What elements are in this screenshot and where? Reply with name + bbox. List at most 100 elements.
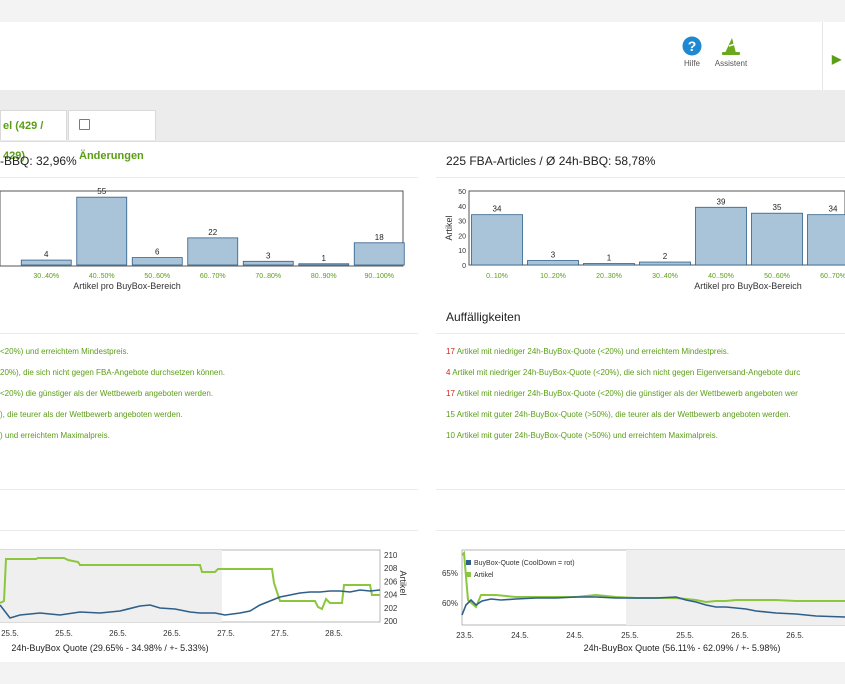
y2-tick-label: 202	[384, 604, 398, 613]
x-tick-label: 70..80%	[255, 273, 281, 280]
x-tick-label: 30..40%	[33, 273, 59, 280]
tab-changes-label: Änderungen	[79, 150, 144, 162]
right-line-legend[interactable]: BuyBox-Quote (CoolDown = rot) Artikel	[466, 560, 575, 579]
edit-icon	[79, 119, 90, 130]
x-tick-label: 25.5.	[1, 629, 19, 638]
left-panel-title: -BBQ: 32,96%	[0, 154, 77, 168]
bar-0..10%[interactable]	[471, 214, 523, 266]
x-tick-label: 10..20%	[540, 273, 566, 280]
left-line-y2-label: Artikel	[398, 570, 408, 595]
issue-count: 17	[446, 389, 455, 398]
left-line-buybox	[0, 589, 381, 619]
bar-value-label: 35	[773, 203, 782, 212]
x-tick-label: 26.5.	[731, 631, 749, 640]
bar-60..70%[interactable]	[187, 237, 239, 266]
tab-changes[interactable]: Änderungen	[68, 110, 156, 162]
issue-text: Artikel mit niedriger 24h-BuyBox-Quote (…	[450, 368, 801, 377]
wizard-hat-icon	[722, 38, 740, 55]
y-tick-label: 50	[458, 189, 466, 196]
bar-value-label: 1	[607, 254, 612, 263]
bar-value-label: 34	[493, 205, 502, 214]
bar-30..40%[interactable]	[20, 259, 72, 266]
y-tick-label: 30	[458, 219, 466, 226]
issue-text: Artikel mit guter 24h-BuyBox-Quote (>50%…	[454, 410, 791, 419]
x-tick-label: 60..70%	[820, 273, 845, 280]
bar-10..20%[interactable]	[527, 260, 579, 266]
bar-value-label: 39	[717, 197, 726, 206]
issue-text: Artikel mit niedriger 24h-BuyBox-Quote (…	[454, 347, 730, 356]
bar-value-label: 18	[375, 233, 384, 242]
right-line-xlabel: 24h-BuyBox Quote (56.11% - 62.09% / +- 5…	[584, 643, 781, 653]
tab-articles-label: el (429 / 429)	[3, 120, 44, 162]
x-tick-label: 30..40%	[652, 273, 678, 280]
x-tick-label: 0..10%	[486, 273, 508, 280]
left-bar-chart: %430..40%5540..50%650..60%2260..70%370..…	[0, 187, 405, 291]
right-issue-1: 17 Artikel mit niedriger 24h-BuyBox-Quot…	[446, 347, 729, 356]
x-tick-label: 24.5.	[511, 631, 529, 640]
left-issue-5: ) und erreichtem Maximalpreis.	[0, 431, 110, 440]
y2-tick-label: 200	[384, 617, 398, 626]
y2-tick-label: 210	[384, 551, 398, 560]
x-tick-label: 25.5.	[55, 629, 73, 638]
bar-value-label: 55	[97, 187, 106, 196]
toolbar-divider	[822, 22, 823, 90]
right-panel-title: 225 FBA-Articles / Ø 24h-BBQ: 58,78%	[446, 154, 656, 168]
right-issue-2: 4 Artikel mit niedriger 24h-BuyBox-Quote…	[446, 368, 800, 377]
tab-articles[interactable]: el (429 / 429)	[0, 110, 67, 162]
bar-value-label: 6	[155, 248, 160, 257]
issue-count: 10	[446, 431, 455, 440]
x-tick-label: 40..50%	[89, 273, 115, 280]
x-tick-label: 27.5.	[217, 629, 235, 638]
bar-60..70%[interactable]	[807, 214, 845, 266]
x-tick-label: 40..50%	[708, 273, 734, 280]
issue-count: 17	[446, 347, 455, 356]
y-tick-label: 20	[458, 233, 466, 240]
right-issue-4: 15 Artikel mit guter 24h-BuyBox-Quote (>…	[446, 410, 791, 419]
y2-tick-label: 208	[384, 564, 398, 573]
left-bottom-divider	[0, 489, 418, 490]
y-tick-label: 0	[462, 263, 466, 270]
right-line-night-band	[626, 550, 845, 625]
x-tick-label: 90..100%	[364, 273, 394, 280]
x-tick-label: 25.5.	[676, 631, 694, 640]
bar-40..50%[interactable]	[695, 206, 747, 266]
bar-value-label: 2	[663, 252, 668, 261]
legend-swatch-articles	[466, 572, 471, 577]
y-tick-label: 10	[458, 248, 466, 255]
bar-50..60%[interactable]	[131, 257, 183, 266]
bar-40..50%[interactable]	[76, 196, 128, 266]
issue-count: 4	[446, 368, 451, 377]
right-bottom-divider	[436, 489, 845, 490]
left-line-night-band	[0, 550, 222, 622]
right-issue-5: 10 Artikel mit guter 24h-BuyBox-Quote (>…	[446, 431, 718, 440]
svg-text:?: ?	[688, 38, 697, 54]
left-issue-3: <20%) die günstiger als der Wettbewerb a…	[0, 389, 214, 398]
help-button[interactable]: ? Hilfe	[662, 36, 722, 68]
y-tick-label: 65%	[442, 569, 458, 578]
right-chart-ylabel: Artikel	[444, 215, 454, 240]
bar-value-label: 3	[551, 251, 556, 260]
left-line-articles	[0, 557, 380, 611]
x-tick-label: 50..60%	[144, 273, 170, 280]
bar-50..60%[interactable]	[751, 212, 803, 266]
issue-text: Artikel mit niedriger 24h-BuyBox-Quote (…	[454, 389, 798, 398]
legend-swatch-buybox	[466, 560, 471, 565]
left-title-divider	[0, 177, 418, 178]
help-icon: ?	[682, 36, 702, 56]
x-tick-label: 26.5.	[786, 631, 804, 640]
bar-30..40%[interactable]	[639, 261, 691, 266]
right-chart-xlabel: Artikel pro BuyBox-Bereich	[694, 281, 802, 291]
bar-20..30%[interactable]	[583, 263, 635, 266]
x-tick-label: 24.5.	[566, 631, 584, 640]
right-issue-3: 17 Artikel mit niedriger 24h-BuyBox-Quot…	[446, 389, 798, 398]
left-issue-4: ), die teurer als der Wettbewerb angebot…	[0, 410, 183, 419]
bar-70..80%[interactable]	[242, 260, 294, 266]
right-graph-divider	[436, 530, 845, 531]
y2-tick-label: 204	[384, 591, 398, 600]
assistant-button[interactable]: Assistent	[701, 36, 761, 68]
bar-80..90%[interactable]	[298, 263, 350, 266]
bar-value-label: 34	[829, 205, 838, 214]
bar-90..100%[interactable]	[353, 242, 405, 266]
play-icon[interactable]: ▶	[832, 52, 842, 66]
x-tick-label: 28.5.	[325, 629, 343, 638]
